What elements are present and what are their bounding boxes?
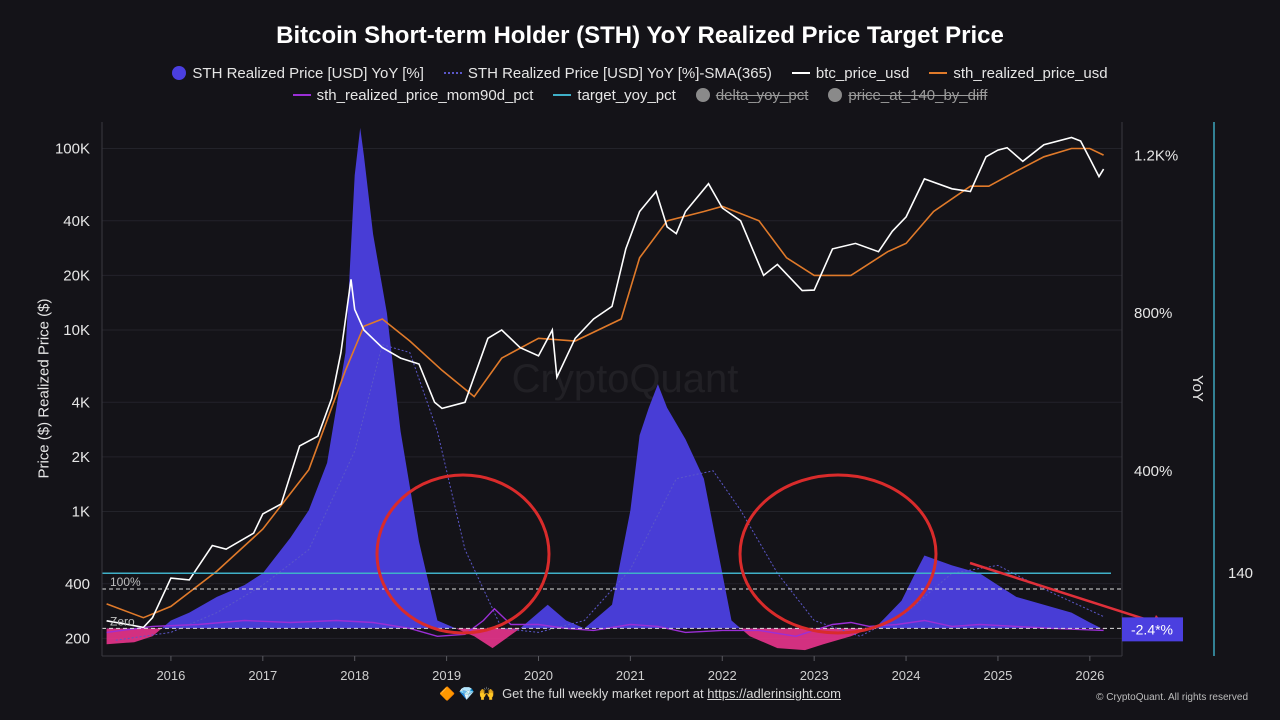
x-tick-label: 2024 bbox=[892, 668, 921, 683]
legend-row-1: STH Realized Price [USD] YoY [%] STH Rea… bbox=[0, 62, 1280, 84]
x-tick-label: 2019 bbox=[432, 668, 461, 683]
sth-mom90d-line bbox=[106, 607, 1104, 638]
series-lines bbox=[106, 136, 1105, 641]
legend: STH Realized Price [USD] YoY [%] STH Rea… bbox=[0, 62, 1280, 106]
legend-swatch bbox=[172, 66, 187, 80]
legend-item-sth-yoy[interactable]: STH Realized Price [USD] YoY [%] bbox=[172, 65, 424, 82]
x-tick-label: 2018 bbox=[340, 668, 369, 683]
legend-label: btc_price_usd bbox=[815, 64, 910, 82]
legend-item-delta-yoy[interactable]: delta_yoy_pct bbox=[695, 86, 809, 104]
left-tick-label: 100K bbox=[55, 141, 90, 158]
chart-title: Bitcoin Short-term Holder (STH) YoY Real… bbox=[276, 22, 1004, 49]
sth-realized-price-line bbox=[106, 147, 1104, 619]
right-tick-label: 1.2K% bbox=[1134, 147, 1178, 164]
trend-arrow-line bbox=[969, 561, 1158, 625]
left-tick-label: 200 bbox=[65, 630, 90, 647]
legend-row-2: sth_realized_price_mom90d_pct target_yoy… bbox=[0, 84, 1280, 106]
footer-emoji: 🔶 💎 🙌 bbox=[439, 686, 495, 701]
legend-item-btc-price[interactable]: btc_price_usd bbox=[791, 64, 910, 82]
zero-label: Zero bbox=[110, 614, 135, 628]
legend-item-target-yoy[interactable]: target_yoy_pct bbox=[553, 86, 676, 104]
reference-lines: 140 bbox=[102, 122, 1253, 656]
left-tick-label: 1K bbox=[72, 504, 90, 521]
x-tick-label: 2017 bbox=[248, 668, 277, 683]
legend-label: STH Realized Price [USD] YoY [%] bbox=[192, 64, 424, 82]
legend-label: price_at_140_by_diff bbox=[848, 86, 988, 104]
footer-text: Get the full weekly market report at bbox=[502, 686, 704, 701]
left-tick-label: 400 bbox=[65, 576, 90, 593]
legend-label: sth_realized_price_usd bbox=[953, 64, 1108, 82]
left-tick-label: 10K bbox=[63, 322, 90, 339]
red-circle-2019 bbox=[375, 473, 551, 635]
red-circle-2023 bbox=[738, 473, 938, 635]
footer: 🔶 💎 🙌 Get the full weekly market report … bbox=[0, 686, 1280, 702]
x-tick-label: 2025 bbox=[983, 668, 1012, 683]
footer-link[interactable]: https://adlerinsight.com bbox=[707, 686, 841, 701]
legend-label: STH Realized Price [USD] YoY [%]-SMA(365… bbox=[467, 64, 772, 82]
left-tick-label: 40K bbox=[63, 213, 90, 230]
annotations: 100% Zero -2.4*% bbox=[110, 473, 1183, 642]
x-tick-label: 2022 bbox=[708, 668, 737, 683]
sth-yoy-sma365-line bbox=[115, 344, 1104, 641]
legend-swatch bbox=[443, 72, 462, 74]
right-tick-label: 400% bbox=[1134, 463, 1172, 480]
legend-swatch bbox=[929, 72, 948, 74]
legend-item-mom90d[interactable]: sth_realized_price_mom90d_pct bbox=[292, 86, 534, 104]
legend-item-sth-yoy-sma[interactable]: STH Realized Price [USD] YoY [%]-SMA(365… bbox=[443, 64, 772, 82]
x-tick-label: 2026 bbox=[1075, 668, 1104, 683]
target-axis-label: 140 bbox=[1228, 565, 1253, 582]
current-yoy-badge bbox=[1122, 617, 1183, 642]
x-tick-label: 2023 bbox=[800, 668, 829, 683]
legend-label: delta_yoy_pct bbox=[715, 86, 809, 104]
legend-item-sth-realized-price[interactable]: sth_realized_price_usd bbox=[929, 64, 1108, 82]
legend-swatch bbox=[695, 88, 710, 102]
legend-label: sth_realized_price_mom90d_pct bbox=[316, 86, 534, 104]
watermark: CryptoQuant bbox=[512, 357, 739, 401]
legend-swatch bbox=[292, 94, 311, 96]
copyright: © CryptoQuant. All rights reserved bbox=[1096, 692, 1248, 703]
left-tick-label: 2K bbox=[72, 449, 90, 466]
left-tick-label: 4K bbox=[72, 394, 90, 411]
x-tick-label: 2020 bbox=[524, 668, 553, 683]
legend-swatch bbox=[791, 72, 810, 74]
right-tick-label: 800% bbox=[1134, 305, 1172, 322]
axes: 100K 40K 20K 10K 4K 2K 1K 400 200 1.2K% 800% 400% 20… bbox=[55, 122, 1178, 683]
left-tick-label: 20K bbox=[63, 267, 90, 284]
legend-item-price-at-140[interactable]: price_at_140_by_diff bbox=[828, 87, 987, 104]
legend-label: target_yoy_pct bbox=[577, 86, 676, 104]
current-yoy-label: -2.4*% bbox=[1131, 621, 1173, 637]
x-tick-label: 2021 bbox=[616, 668, 645, 683]
hundred-pct-label: 100% bbox=[110, 575, 141, 589]
x-tick-label: 2016 bbox=[156, 668, 185, 683]
sth-yoy-area-positive bbox=[106, 127, 1104, 629]
legend-swatch bbox=[828, 88, 843, 102]
legend-swatch bbox=[553, 94, 572, 96]
btc-price-line bbox=[106, 136, 1105, 629]
